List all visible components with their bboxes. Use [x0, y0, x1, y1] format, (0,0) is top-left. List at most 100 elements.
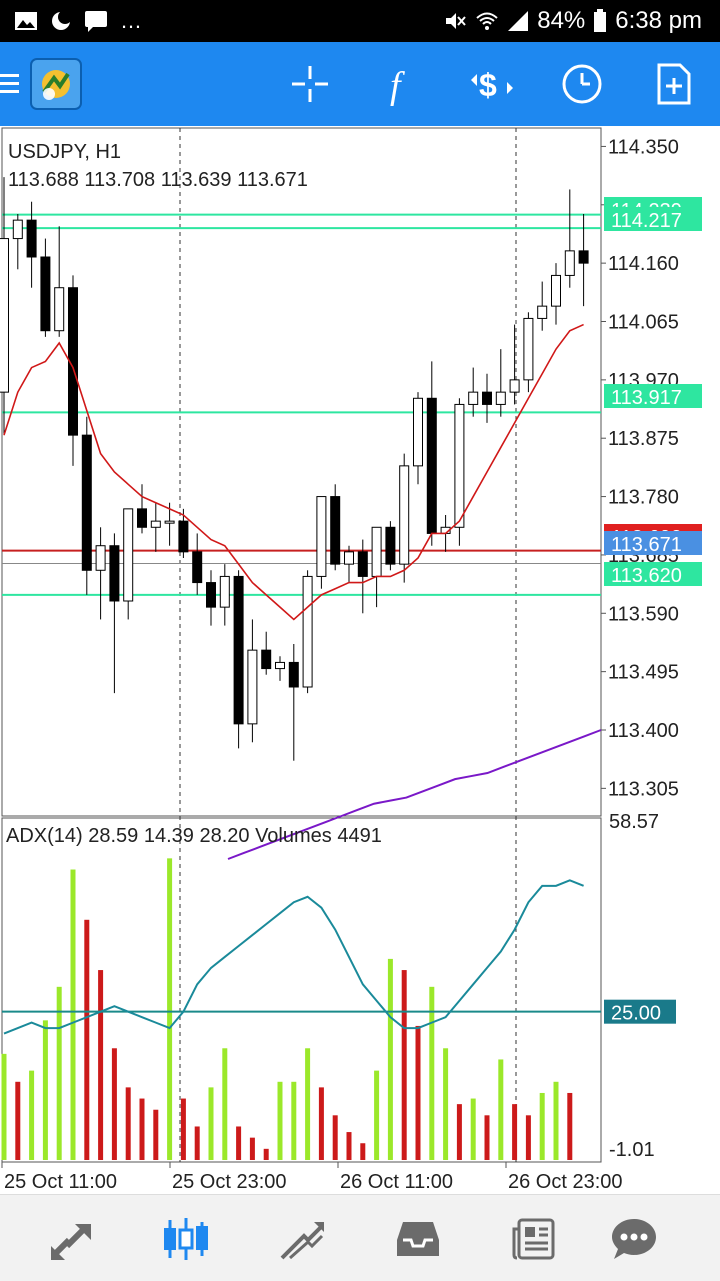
level-badge-value: 113.917	[611, 387, 682, 409]
adx-line	[3, 879, 584, 1035]
volume-bar	[29, 1070, 35, 1160]
volume-bar	[332, 1115, 338, 1160]
history-icon[interactable]	[390, 1211, 446, 1267]
status-bar: … 84% 6:38 pm	[0, 0, 720, 42]
candle-body	[482, 391, 492, 405]
function-icon[interactable]: f	[374, 58, 426, 110]
candle-body	[12, 219, 23, 240]
candle-body	[109, 545, 120, 602]
candle-body	[344, 551, 354, 565]
candle-body	[385, 526, 396, 565]
volume-bar	[98, 970, 104, 1160]
volume-bar	[346, 1132, 352, 1160]
volume-bar	[208, 1087, 214, 1160]
candle-body	[357, 551, 368, 577]
volume-bar	[512, 1104, 518, 1160]
volume-bar	[249, 1137, 255, 1160]
candle-body	[468, 391, 479, 405]
volume-bar	[222, 1048, 228, 1160]
candle-body	[330, 496, 341, 565]
volume-bar	[153, 1109, 159, 1160]
volume-bar	[470, 1098, 476, 1160]
candle-body	[275, 661, 285, 670]
candle-body	[0, 238, 9, 393]
candle-body	[413, 397, 423, 467]
candle-body	[123, 508, 134, 602]
level-badge: 114.217	[604, 207, 702, 232]
candle-body	[399, 465, 410, 565]
level-badge-value: 113.620	[611, 565, 682, 587]
chat-icon[interactable]	[606, 1211, 662, 1267]
candle-body	[192, 551, 203, 584]
clock-time: 6:38 pm	[615, 7, 702, 34]
chart-area[interactable]: 114.350114.255114.160114.065113.970113.8…	[0, 126, 720, 1194]
menu-icon[interactable]	[0, 58, 24, 110]
candle-body	[26, 219, 37, 258]
volume-bar	[387, 958, 393, 1160]
volume-bar	[84, 919, 90, 1160]
chart-symbol: USDJPY, H1	[8, 141, 121, 163]
volume-bar	[139, 1098, 145, 1160]
volume-bar	[318, 1087, 324, 1160]
volume-bar	[111, 1048, 117, 1160]
candle-body	[247, 649, 258, 725]
chart-ohlc: 113.688 113.708 113.639 113.671	[8, 169, 308, 191]
level-badge: 113.671	[604, 531, 702, 556]
candle-body	[206, 582, 216, 608]
wifi-icon	[475, 9, 499, 33]
mute-icon	[443, 9, 467, 33]
volume-bar	[42, 1020, 48, 1160]
moving-average-purple	[227, 729, 602, 860]
volume-bar	[456, 1104, 462, 1160]
volume-bar	[236, 1126, 242, 1160]
clock-icon[interactable]	[556, 58, 608, 110]
battery-text: 84%	[537, 7, 586, 34]
volume-bar	[56, 986, 62, 1160]
quotes-icon[interactable]	[44, 1211, 100, 1267]
candle-body	[54, 287, 65, 332]
chart-icon[interactable]	[158, 1211, 214, 1267]
adx-level-badge: 25.00	[604, 999, 676, 1025]
candle-body	[523, 317, 534, 381]
candle-body	[495, 391, 506, 405]
crosshair-icon[interactable]	[284, 58, 336, 110]
level-badge-bg	[604, 531, 702, 555]
price-tick-label: 114.065	[608, 312, 679, 334]
candle-body	[81, 434, 92, 571]
level-badge-value: 113.671	[611, 534, 682, 556]
adx-scale-max: 58.57	[609, 811, 659, 833]
indicator-panel	[1, 817, 602, 1163]
volume-bar	[374, 1070, 380, 1160]
volume-bar	[125, 1087, 131, 1160]
trade-nav-icon[interactable]	[274, 1211, 330, 1267]
volume-bar	[167, 858, 173, 1160]
volume-bar	[1, 1053, 7, 1160]
candle-body	[137, 508, 147, 528]
metatrader-logo[interactable]	[30, 58, 82, 110]
message-icon	[84, 10, 108, 32]
candle-body	[509, 379, 520, 393]
price-tick-label: 113.495	[608, 662, 679, 684]
candle-body	[302, 575, 313, 688]
level-badge-bg	[604, 207, 702, 231]
level-badge: 113.917	[604, 384, 702, 409]
candle-body	[178, 520, 189, 553]
price-tick-label: 113.400	[608, 720, 679, 742]
volume-bar	[291, 1081, 297, 1160]
volume-bar	[539, 1092, 545, 1160]
candle-body	[164, 520, 175, 524]
volume-bar	[443, 1048, 449, 1160]
volume-bar	[360, 1143, 366, 1160]
volume-bar	[401, 970, 407, 1160]
new-order-icon[interactable]	[648, 58, 700, 110]
volume-bar	[305, 1048, 311, 1160]
volume-bar	[70, 869, 76, 1160]
trade-icon[interactable]: $	[466, 58, 518, 110]
volume-bar	[415, 1025, 421, 1160]
candle-body	[95, 545, 106, 571]
price-chart[interactable]: 114.350114.255114.160114.065113.970113.8…	[0, 126, 720, 1194]
volume-bar	[484, 1115, 490, 1160]
news-icon[interactable]	[506, 1211, 562, 1267]
time-label: 25 Oct 23:00	[172, 1171, 287, 1193]
candle-body	[371, 526, 382, 577]
